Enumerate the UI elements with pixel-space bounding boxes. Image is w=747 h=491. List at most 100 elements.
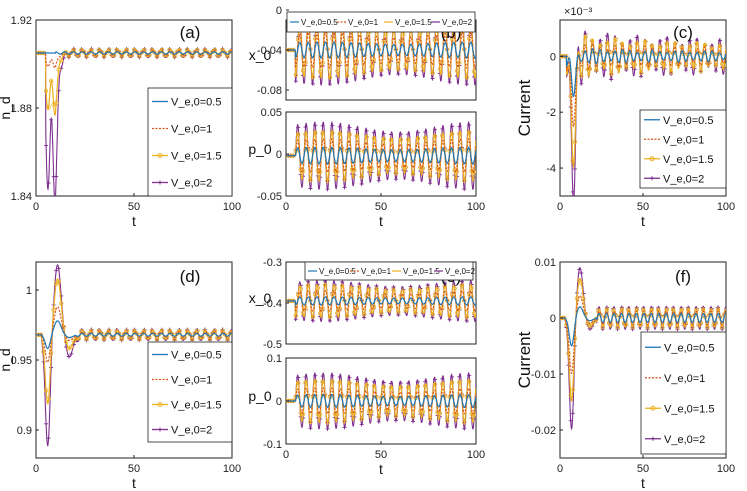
series-marker — [457, 374, 462, 379]
series-marker — [605, 34, 609, 38]
series-marker — [362, 76, 367, 81]
series-marker — [369, 64, 374, 69]
series-marker — [450, 374, 455, 379]
legend: V_e,0=0.5 V_e,0=1 V_e,0=1.5 V_e,0=2 — [147, 87, 233, 197]
series-marker — [345, 317, 350, 322]
series-marker — [413, 310, 418, 315]
series-marker — [579, 73, 584, 79]
series-marker — [653, 63, 659, 69]
series-marker — [649, 307, 654, 313]
series-marker — [56, 266, 61, 271]
legend-marker — [157, 153, 163, 158]
series-line-1 — [36, 51, 232, 55]
series-marker — [668, 69, 674, 75]
series-marker — [683, 68, 688, 73]
series-marker — [630, 327, 635, 332]
series-marker — [628, 44, 633, 49]
series-marker — [371, 136, 377, 141]
series-marker — [337, 306, 342, 311]
series-marker — [449, 380, 455, 385]
y-tick-label: 0 — [276, 5, 282, 17]
series-marker — [452, 286, 457, 291]
y-tick-label: 0 — [276, 396, 282, 408]
series-marker — [354, 382, 359, 387]
legend-label: V_e,0=0.5 — [319, 267, 356, 276]
series-marker — [371, 304, 377, 309]
series-marker — [408, 287, 413, 292]
series-marker — [432, 38, 438, 43]
series-marker — [330, 123, 335, 128]
legend: V_e,0=0.5 V_e,0=1 V_e,0=1.5 V_e,0=2 — [286, 11, 476, 33]
x-tick-label: 100 — [717, 463, 735, 475]
series-marker — [683, 63, 689, 68]
series-marker — [56, 279, 61, 284]
panel-d: 0 50 1000.90.951tn_d(d)V_e,0=0.5V_e,0=1V_e… — [0, 261, 241, 491]
series-marker — [342, 425, 347, 430]
y-tick-label: -0.1 — [263, 439, 282, 451]
series-marker — [337, 124, 342, 129]
panel-a: 0 50 1001.841.881.92tn_d(a)V_e,0=0.5V_e,0=… — [0, 15, 241, 229]
series-marker — [340, 280, 345, 284]
series-marker — [423, 379, 428, 384]
series-marker — [454, 412, 460, 417]
series-marker — [423, 304, 428, 310]
series-marker — [320, 131, 325, 136]
series-marker — [51, 307, 56, 312]
series-marker — [310, 314, 316, 319]
series-marker — [376, 172, 381, 177]
series-marker — [577, 278, 582, 283]
series-marker — [423, 383, 428, 389]
legend-label: V_e,0=1 — [171, 375, 212, 387]
series-marker — [471, 69, 476, 74]
series-marker — [609, 71, 614, 77]
series-marker — [44, 143, 49, 148]
series-marker — [675, 324, 680, 330]
y-tick-label: 1 — [26, 285, 32, 297]
series-marker — [626, 308, 631, 313]
series-marker — [449, 131, 455, 137]
series-marker — [59, 301, 64, 306]
y-tick-label: -0.04 — [257, 45, 282, 57]
series-marker — [345, 79, 350, 84]
legend-label: V_e,0=1.5 — [171, 400, 221, 412]
series-marker — [581, 296, 586, 302]
series-marker — [59, 58, 64, 63]
series-marker — [354, 377, 359, 382]
series-marker — [313, 123, 318, 128]
legend-label: V_e,0=2 — [171, 178, 212, 190]
series-marker — [572, 166, 577, 171]
series-marker — [467, 379, 472, 384]
series-marker — [685, 307, 691, 312]
y-axis-label: n_d — [0, 96, 13, 119]
series-marker — [649, 43, 654, 49]
series-marker — [300, 68, 306, 73]
series-marker — [296, 380, 301, 386]
series-marker — [445, 184, 450, 189]
legend-label: V_e,0=2 — [445, 267, 476, 276]
y-tick-label: 1.88 — [11, 103, 32, 115]
x-axis-label: t — [379, 213, 383, 229]
series-marker — [54, 174, 59, 179]
series-line-1 — [286, 41, 476, 59]
series-marker — [303, 125, 308, 129]
series-marker — [359, 416, 364, 422]
series-marker — [337, 60, 342, 65]
series-line-1 — [286, 296, 476, 306]
series-marker — [389, 381, 393, 386]
x-axis-label: t — [641, 475, 645, 491]
series-marker — [205, 332, 210, 337]
series-marker — [398, 385, 403, 390]
series-marker — [366, 288, 372, 293]
series-marker — [344, 73, 350, 78]
series-marker — [303, 131, 308, 137]
series-marker — [296, 37, 301, 42]
panel-c: 0 50 100-4-20tCurrent×10⁻³(c)V_e,0=0.5V_e,… — [515, 6, 735, 229]
series-marker — [362, 312, 367, 317]
series-marker — [313, 379, 318, 384]
x-tick-label: 100 — [223, 201, 241, 213]
series-marker — [675, 327, 680, 332]
series-marker — [398, 137, 403, 142]
series-marker — [413, 73, 418, 78]
y-tick-label: 0 — [276, 149, 282, 161]
series-marker — [106, 328, 112, 334]
